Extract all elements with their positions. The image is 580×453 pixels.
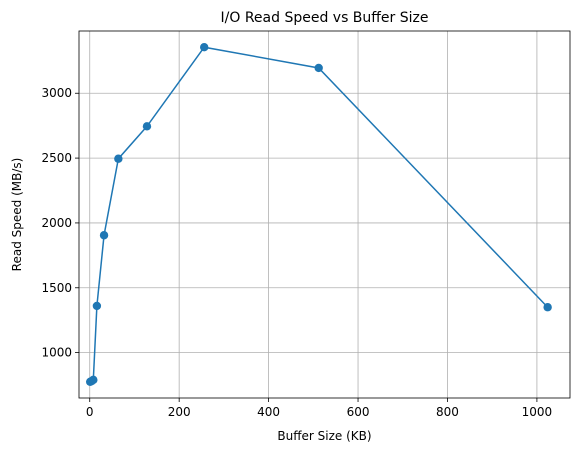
data-point [200,43,209,52]
grid [79,31,570,398]
x-tick-label: 800 [436,405,459,419]
data-point [314,63,323,73]
ticks: 0 200 400 600 800 1000 1000 1500 2000 2500 3000 [41,86,552,419]
data-point [89,375,98,385]
x-tick-label: 200 [168,405,191,419]
x-tick-label: 600 [347,405,370,419]
y-tick-label: 2500 [41,151,72,165]
y-tick-label: 2000 [41,216,72,230]
data-point [142,122,152,131]
x-axis-label: Buffer Size (KB) [277,429,371,443]
y-axis-label: Read Speed (MB/s) [10,158,24,272]
x-tick-label: 0 [86,405,94,419]
x-tick-label: 1000 [522,405,553,419]
data-point [99,231,109,240]
chart-title: I/O Read Speed vs Buffer Size [221,10,429,26]
series-layer [85,43,552,386]
y-tick-label: 1500 [41,281,72,295]
plot-frame [78,30,571,399]
y-tick-label: 1000 [41,346,72,360]
data-point [92,301,102,311]
data-point [543,303,552,312]
y-tick-label: 3000 [41,86,72,100]
data-point [114,154,123,163]
x-tick-label: 400 [257,405,280,419]
